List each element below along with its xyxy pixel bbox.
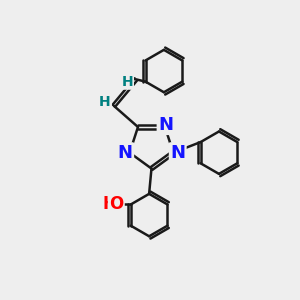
Text: N: N <box>170 144 185 162</box>
Text: N: N <box>158 116 173 134</box>
Text: H: H <box>103 195 117 213</box>
Text: O: O <box>109 195 124 213</box>
Text: N: N <box>118 144 133 162</box>
Text: H: H <box>121 75 133 89</box>
Text: H: H <box>99 95 111 109</box>
